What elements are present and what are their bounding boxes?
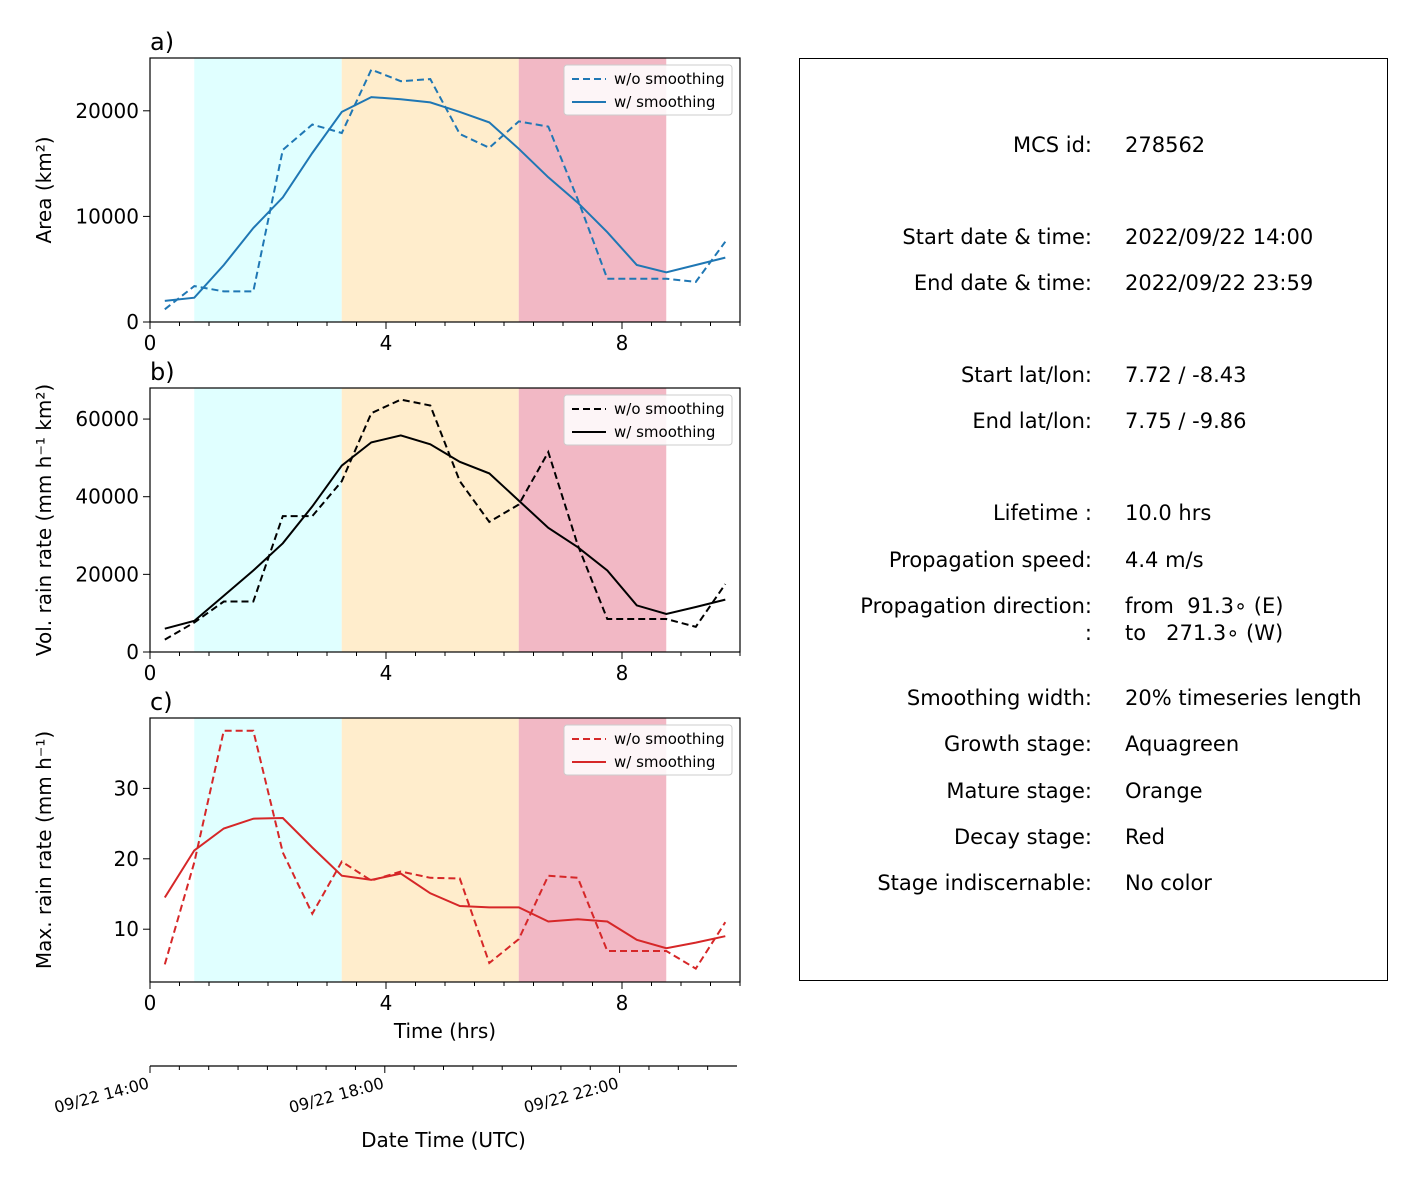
info-row: Mature stage: Orange <box>800 779 1387 805</box>
datetime-axis-label: Date Time (UTC) <box>361 1128 526 1152</box>
y-axis-label: Vol. rain rate (mm h⁻¹ km²) <box>32 384 56 656</box>
x-tick-label: 4 <box>380 991 393 1015</box>
panel-label: b) <box>150 358 175 386</box>
y-tick-label: 40000 <box>75 485 139 509</box>
x-tick-label: 8 <box>616 991 629 1015</box>
info-label: Decay stage: <box>954 825 1092 849</box>
legend-entry: w/ smoothing <box>614 423 715 441</box>
x-tick-label: 0 <box>144 991 157 1015</box>
info-label: MCS id: <box>1012 133 1092 157</box>
stage-shade-2 <box>341 718 519 982</box>
y-tick-label: 10000 <box>75 204 139 228</box>
legend: w/o smoothing w/ smoothing <box>563 394 733 446</box>
info-row: Stage indiscernable: No color <box>800 871 1387 897</box>
info-value: 20% timeseries length <box>1125 686 1362 710</box>
panel-3: 0 4 8 10 20 30 Max. rain rate (mm h⁻¹) c) Time (… <box>32 688 741 1043</box>
stage-shade-2 <box>341 388 519 652</box>
legend-entry: w/o smoothing <box>614 400 725 418</box>
info-label: Growth stage: <box>943 732 1092 756</box>
info-value: 4.4 m/s <box>1125 548 1204 572</box>
x-tick-label: 0 <box>144 661 157 685</box>
info-value: 7.72 / -8.43 <box>1125 363 1247 387</box>
mcs-info-panel: MCS id: 278562 Start date & time: 2022/09/2… <box>799 58 1388 981</box>
info-row: Growth stage: Aquagreen <box>800 732 1387 758</box>
panel-2: 0 4 8 0 20000 40000 60000 Vol. rain rate (mm h⁻… <box>32 358 741 685</box>
y-tick-label: 30 <box>114 776 139 800</box>
info-value: 10.0 hrs <box>1125 501 1212 525</box>
y-tick-label: 0 <box>126 640 139 664</box>
series-line-raw <box>164 398 727 641</box>
legend-entry: w/ smoothing <box>614 753 715 771</box>
info-row: End date & time: 2022/09/22 23:59 <box>800 271 1387 297</box>
legend-entry: w/o smoothing <box>614 730 725 748</box>
info-value: to 271.3∘ (W) <box>1125 621 1284 645</box>
y-axis-label: Area (km²) <box>32 136 56 243</box>
series-line-raw <box>163 729 727 970</box>
info-value: Orange <box>1125 779 1203 803</box>
y-tick-label: 0 <box>126 310 139 334</box>
datetime-tick-label: 09/22 22:00 <box>522 1074 621 1118</box>
info-label: Smoothing width: <box>906 686 1092 710</box>
info-label: : <box>1084 621 1092 645</box>
info-label: Propagation speed: <box>888 548 1092 572</box>
datetime-tick-label: 09/22 14:00 <box>52 1074 151 1118</box>
info-label: Lifetime : <box>992 501 1092 525</box>
y-tick-label: 20000 <box>75 99 139 123</box>
info-value: from 91.3∘ (E) <box>1125 594 1284 618</box>
panel-label: c) <box>150 688 173 716</box>
info-value: 2022/09/22 14:00 <box>1125 225 1314 249</box>
x-tick-label: 0 <box>144 331 157 355</box>
series-line-smoothed <box>163 816 726 950</box>
info-label: End lat/lon: <box>972 409 1092 433</box>
info-row: Lifetime : 10.0 hrs <box>800 501 1387 527</box>
info-label: Mature stage: <box>946 779 1092 803</box>
y-axis-label: Max. rain rate (mm h⁻¹) <box>32 731 56 969</box>
info-row: MCS id: 278562 <box>800 133 1387 159</box>
info-label: Propagation direction: <box>860 594 1092 618</box>
info-row: Propagation direction: from 91.3∘ (E) <box>800 594 1387 620</box>
stage-shade-1 <box>194 58 342 322</box>
panel-label: a) <box>150 28 174 56</box>
info-value: Aquagreen <box>1125 732 1240 756</box>
stage-shade-1 <box>194 388 342 652</box>
info-row: Decay stage: Red <box>800 825 1387 851</box>
info-value: 2022/09/22 23:59 <box>1125 271 1314 295</box>
info-row: End lat/lon: 7.75 / -9.86 <box>800 409 1387 435</box>
legend: w/o smoothing w/ smoothing <box>563 64 733 116</box>
datetime-tick-label: 09/22 18:00 <box>287 1074 386 1118</box>
info-value: Red <box>1125 825 1165 849</box>
x-tick-label: 4 <box>380 331 393 355</box>
x-tick-label: 8 <box>616 331 629 355</box>
legend: w/o smoothing w/ smoothing <box>563 724 733 776</box>
y-tick-label: 60000 <box>75 407 139 431</box>
y-tick-label: 20000 <box>75 562 139 586</box>
info-row: Start date & time: 2022/09/22 14:00 <box>800 225 1387 251</box>
info-label: Start lat/lon: <box>960 363 1092 387</box>
info-row: Smoothing width: 20% timeseries length <box>800 686 1387 712</box>
info-label: Stage indiscernable: <box>877 871 1092 895</box>
legend-entry: w/o smoothing <box>614 70 725 88</box>
series-line-smoothed <box>164 434 726 630</box>
stage-shade-1 <box>194 718 342 982</box>
y-tick-label: 20 <box>114 847 139 871</box>
info-row: Start lat/lon: 7.72 / -8.43 <box>800 363 1387 389</box>
info-value: 278562 <box>1125 133 1206 157</box>
info-label: Start date & time: <box>902 225 1092 249</box>
info-value: 7.75 / -9.86 <box>1125 409 1247 433</box>
y-tick-label: 10 <box>114 917 139 941</box>
datetime-axis: 09/22 14:00 09/22 18:00 09/22 22:00 Date Ti… <box>52 1065 737 1152</box>
x-tick-label: 4 <box>380 661 393 685</box>
legend-entry: w/ smoothing <box>614 93 715 111</box>
series-line-smoothed <box>164 96 726 302</box>
x-axis-label: Time (hrs) <box>393 1019 496 1043</box>
info-value: No color <box>1125 871 1212 895</box>
info-label: End date & time: <box>913 271 1092 295</box>
info-row: : to 271.3∘ (W) <box>800 621 1387 647</box>
x-tick-label: 8 <box>616 661 629 685</box>
info-row: Propagation speed: 4.4 m/s <box>800 548 1387 574</box>
